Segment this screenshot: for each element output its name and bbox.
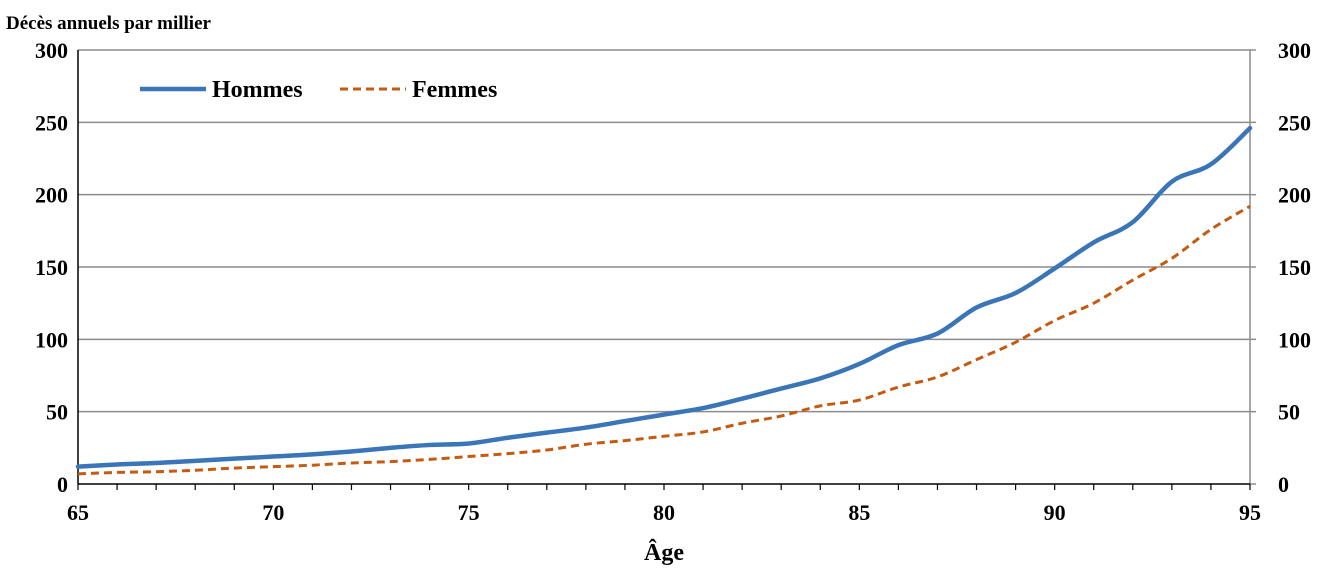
y-tick-label: 150 xyxy=(35,255,68,280)
x-tick-label: 95 xyxy=(1239,500,1261,525)
y-tick-label: 100 xyxy=(35,327,68,352)
y-tick-label: 200 xyxy=(35,183,68,208)
y-tick-label: 50 xyxy=(46,400,68,425)
right-y-tick-label: 0 xyxy=(1278,472,1289,497)
x-axis-label: Âge xyxy=(644,539,684,566)
y-tick-label: 0 xyxy=(57,472,68,497)
series-line-femmes xyxy=(77,204,1251,476)
y-tick-label: 250 xyxy=(35,110,68,135)
y-tick-label: 300 xyxy=(35,38,68,63)
gridlines xyxy=(78,49,1250,413)
x-tick-label: 70 xyxy=(262,500,284,525)
x-tick-label: 75 xyxy=(458,500,480,525)
axes: 0 50 100 150 200 250 300 0 50 100 150 200 250 300 65 70… xyxy=(35,38,1311,525)
data-series xyxy=(75,125,1253,476)
x-tick-label: 90 xyxy=(1044,500,1066,525)
x-tick-label: 65 xyxy=(67,500,89,525)
x-tick-label: 85 xyxy=(848,500,870,525)
x-tick-label: 80 xyxy=(653,500,675,525)
legend-label-hommes: Hommes xyxy=(212,77,303,103)
legend: Hommes Femmes xyxy=(140,77,497,103)
right-y-tick-label: 150 xyxy=(1278,255,1311,280)
right-y-tick-label: 100 xyxy=(1278,327,1311,352)
right-y-tick-label: 50 xyxy=(1278,400,1300,425)
right-y-tick-label: 200 xyxy=(1278,183,1311,208)
series-line-hommes xyxy=(75,125,1253,469)
right-y-tick-label: 250 xyxy=(1278,110,1311,135)
y-axis-label: Décès annuels par millier xyxy=(6,13,212,34)
legend-label-femmes: Femmes xyxy=(412,77,497,103)
right-y-tick-label: 300 xyxy=(1278,38,1311,63)
